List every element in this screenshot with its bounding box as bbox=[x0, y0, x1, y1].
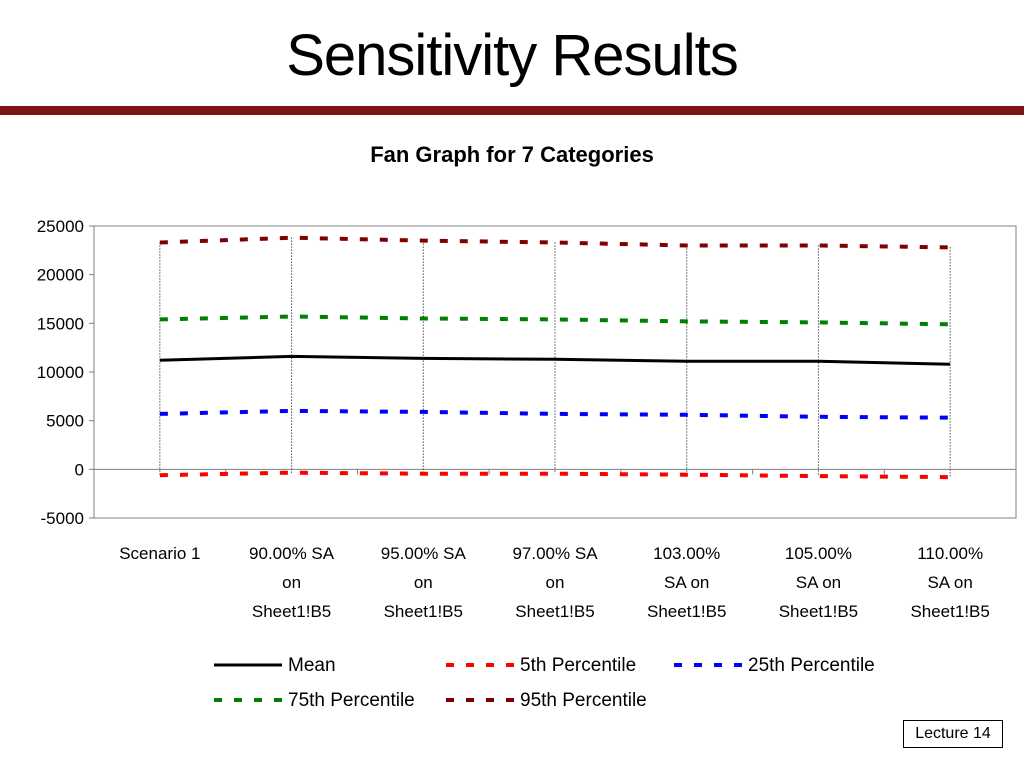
x-tick-label: Scenario 1 bbox=[119, 544, 200, 563]
series-lines bbox=[159, 235, 951, 480]
x-tick-label: 95.00% SA on Sheet1!B5 bbox=[381, 544, 467, 621]
series-75th-percentile bbox=[159, 314, 951, 327]
x-tick-label-line: on bbox=[546, 573, 565, 592]
x-tick-label-line: Sheet1!B5 bbox=[779, 602, 858, 621]
x-tick-label: 110.00% SA on Sheet1!B5 bbox=[910, 544, 989, 621]
fan-chart: Fan Graph for 7 Categories 25000 20000 150… bbox=[37, 142, 1017, 711]
x-tick-label-line: SA on bbox=[664, 573, 709, 592]
x-tick-label-line: 103.00% bbox=[653, 544, 720, 563]
x-tick-label-line: 95.00% SA bbox=[381, 544, 467, 563]
legend-item: 25th Percentile bbox=[674, 655, 875, 676]
y-tick-label: -5000 bbox=[41, 509, 84, 528]
x-tick-label: 105.00% SA on Sheet1!B5 bbox=[779, 544, 858, 621]
x-tick-label-line: 90.00% SA bbox=[249, 544, 335, 563]
series-95th-percentile bbox=[159, 235, 951, 250]
legend-item: 75th Percentile bbox=[214, 690, 415, 711]
legend-label: 75th Percentile bbox=[288, 690, 415, 711]
x-tick-label: 103.00% SA on Sheet1!B5 bbox=[647, 544, 726, 621]
x-tick-label-line: Sheet1!B5 bbox=[384, 602, 463, 621]
lecture-label: Lecture 14 bbox=[903, 720, 1003, 748]
y-tick-label: 10000 bbox=[37, 363, 84, 382]
legend-label: 95th Percentile bbox=[520, 690, 647, 711]
legend: Mean 5th Percentile 25th Percentile 75th Pe… bbox=[214, 655, 875, 711]
legend-item: 95th Percentile bbox=[446, 690, 647, 711]
x-tick-label: 97.00% SA on Sheet1!B5 bbox=[512, 544, 598, 621]
chart-title: Fan Graph for 7 Categories bbox=[370, 142, 654, 167]
series-25th-percentile bbox=[159, 408, 951, 420]
series-mean bbox=[159, 354, 951, 366]
y-axis: 25000 20000 15000 10000 5000 0 -5000 bbox=[37, 217, 94, 528]
y-tick-label: 25000 bbox=[37, 217, 84, 236]
title-divider bbox=[0, 106, 1024, 115]
x-tick-label-line: 97.00% SA bbox=[512, 544, 598, 563]
series-5th-percentile bbox=[159, 470, 951, 480]
x-tick-label-line: 110.00% bbox=[917, 544, 983, 563]
y-tick-label: 15000 bbox=[37, 314, 84, 333]
x-axis: Scenario 1 90.00% SA on Sheet1!B5 95.00% SA o… bbox=[93, 468, 1017, 621]
x-tick-label-line: SA on bbox=[796, 573, 841, 592]
legend-item: Mean bbox=[214, 655, 336, 676]
x-tick-label-line: Sheet1!B5 bbox=[515, 602, 594, 621]
x-tick-label-line: on bbox=[282, 573, 301, 592]
legend-label: 25th Percentile bbox=[748, 655, 875, 676]
x-tick-label: 90.00% SA on Sheet1!B5 bbox=[249, 544, 335, 621]
x-tick-label-line: on bbox=[414, 573, 433, 592]
x-tick-label-line: Sheet1!B5 bbox=[910, 602, 989, 621]
x-tick-label-line: Sheet1!B5 bbox=[252, 602, 331, 621]
y-tick-label: 0 bbox=[75, 460, 84, 479]
legend-label: Mean bbox=[288, 655, 336, 676]
x-tick-label-line: SA on bbox=[927, 573, 972, 592]
y-tick-label: 5000 bbox=[46, 412, 84, 431]
x-tick-label-line: 105.00% bbox=[785, 544, 852, 563]
legend-label: 5th Percentile bbox=[520, 655, 636, 676]
y-tick-label: 20000 bbox=[37, 266, 84, 285]
legend-item: 5th Percentile bbox=[446, 655, 636, 676]
x-tick-label-line: Scenario 1 bbox=[119, 544, 200, 563]
slide-title: Sensitivity Results bbox=[286, 23, 739, 88]
x-tick-label-line: Sheet1!B5 bbox=[647, 602, 726, 621]
